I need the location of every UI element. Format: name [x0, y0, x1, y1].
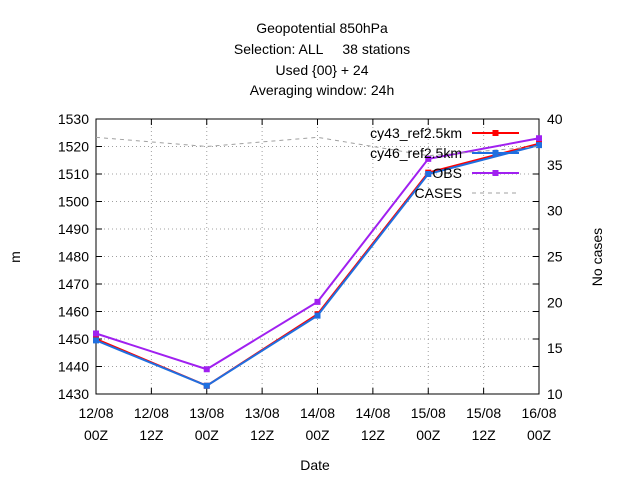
x-tick-label-date-2: 13/08 — [189, 405, 224, 421]
x-tick-label-date-5: 14/08 — [355, 405, 390, 421]
y2-tick-label-4: 30 — [547, 203, 563, 219]
series-1-point-0 — [93, 337, 99, 344]
series-line-3 — [95, 136, 540, 157]
x-tick-label-hour-0: 00Z — [84, 427, 109, 443]
series-2-point-1 — [203, 366, 210, 373]
series-lines — [93, 135, 542, 389]
x-tick-label-date-4: 14/08 — [300, 405, 335, 421]
y-tick-label-2: 1450 — [58, 331, 89, 347]
x-tick-label-date-3: 13/08 — [245, 405, 280, 421]
x-tick-label-hour-1: 12Z — [139, 427, 164, 443]
chart-title: Geopotential 850hPa Selection: ALL 38 st… — [234, 20, 410, 98]
x-axis-label: Date — [300, 457, 330, 473]
y-tick-label-0: 1430 — [58, 386, 89, 402]
legend-label-2: OBS — [432, 165, 462, 181]
legend: cy43_ref2.5km cy46_ref2.5km OBS CASES — [370, 125, 519, 201]
series-line-1 — [95, 144, 540, 387]
series-1-point-2 — [314, 312, 321, 319]
series-2-point-4 — [536, 135, 542, 142]
series-1-point-4 — [536, 142, 542, 149]
y-tick-label-5: 1480 — [58, 249, 89, 265]
x-tick-label-hour-2: 00Z — [195, 427, 220, 443]
legend-marker-1 — [492, 150, 499, 156]
series-1-point-1 — [203, 382, 210, 389]
y2-tick-label-6: 40 — [547, 111, 563, 127]
y2-tick-label-1: 15 — [547, 340, 563, 356]
x-tick-label-hour-6: 00Z — [416, 427, 441, 443]
series-2-point-3 — [425, 155, 432, 162]
y-tick-label-4: 1470 — [58, 276, 89, 292]
y2-tick-label-0: 10 — [547, 386, 563, 402]
x-tick-label-date-0: 12/08 — [78, 405, 113, 421]
x-tick-label-hour-7: 12Z — [472, 427, 497, 443]
y2-tick-label-2: 20 — [547, 294, 563, 310]
y-tick-label-7: 1500 — [58, 194, 89, 210]
series-1-point-3 — [425, 171, 432, 177]
x-tick-label-hour-3: 12Z — [250, 427, 275, 443]
legend-label-0: cy43_ref2.5km — [370, 125, 462, 141]
title-line-2: Selection: ALL 38 stations — [234, 41, 410, 57]
legend-marker-0 — [492, 130, 499, 136]
series-line-0 — [95, 142, 540, 387]
y-tick-label-9: 1520 — [58, 139, 89, 155]
y-tick-label-3: 1460 — [58, 304, 89, 320]
y-tick-label-1: 1440 — [58, 359, 89, 375]
x-tick-label-hour-4: 00Z — [305, 427, 330, 443]
legend-marker-2 — [492, 170, 499, 176]
series-2-point-0 — [93, 330, 99, 337]
x-tick-label-date-6: 15/08 — [411, 405, 446, 421]
y-axis-label: m — [7, 251, 23, 263]
y2-axis-label: No cases — [589, 228, 605, 286]
x-tick-label-date-7: 15/08 — [466, 405, 501, 421]
axes — [95, 118, 540, 395]
title-line-1: Geopotential 850hPa — [256, 20, 388, 36]
y-tick-label-10: 1530 — [58, 111, 89, 127]
legend-label-3: CASES — [415, 185, 462, 201]
legend-label-1: cy46_ref2.5km — [370, 145, 462, 161]
y2-tick-label-5: 35 — [547, 157, 563, 173]
tick-labels: 1430144014501460147014801490150015101520… — [58, 111, 563, 443]
series-2-point-2 — [314, 298, 321, 305]
y2-tick-label-3: 25 — [547, 249, 563, 265]
y-tick-label-6: 1490 — [58, 221, 89, 237]
title-line-3: Used {00} + 24 — [275, 62, 368, 78]
title-line-4: Averaging window: 24h — [250, 82, 395, 98]
x-tick-label-date-1: 12/08 — [134, 405, 169, 421]
x-tick-label-hour-5: 12Z — [361, 427, 386, 443]
x-tick-label-date-8: 16/08 — [521, 405, 556, 421]
x-tick-label-hour-8: 00Z — [527, 427, 552, 443]
y-tick-label-8: 1510 — [58, 166, 89, 182]
